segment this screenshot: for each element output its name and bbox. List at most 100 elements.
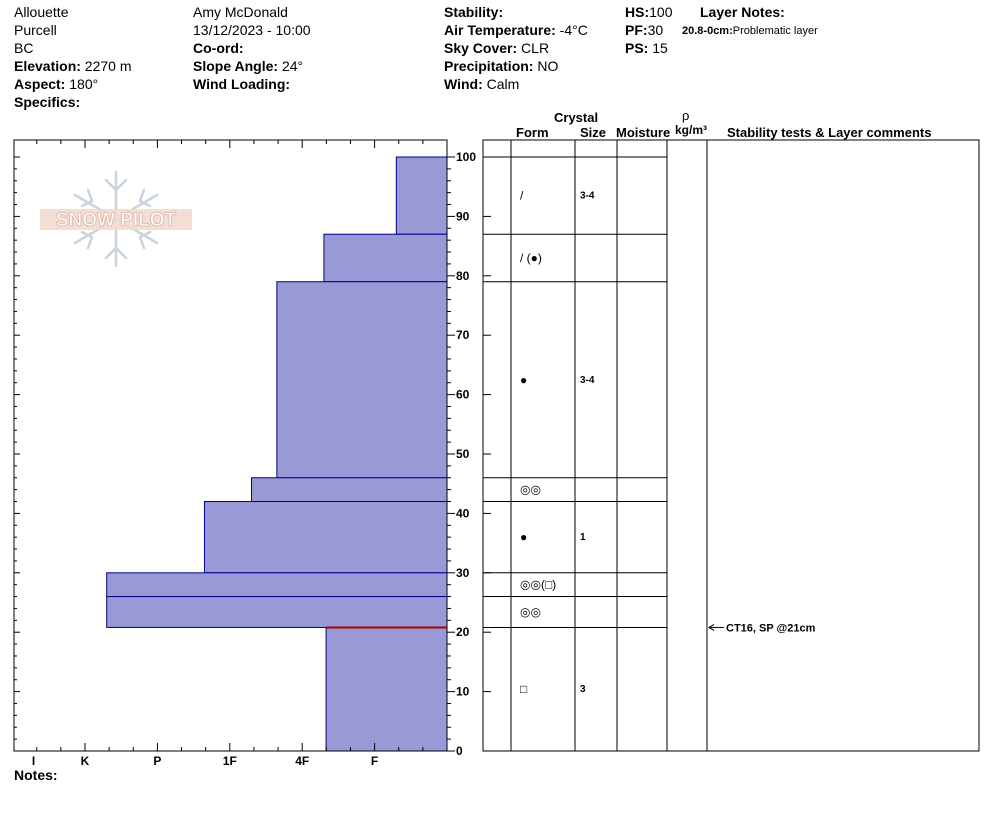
y-tick-label-70: 70 [456, 328, 470, 342]
sky-cover: Sky Cover: CLR [444, 39, 549, 57]
coord: Co-ord: [193, 39, 244, 57]
layer-note: 20.8-0cm:Problematic layer [682, 22, 818, 40]
grain-form-0: / [520, 189, 524, 203]
crystal-heading: Crystal [554, 110, 599, 125]
specifics: Specifics: [14, 93, 80, 111]
elevation-value: 2270 m [84, 58, 132, 74]
grain-size-0: 3-4 [580, 191, 595, 202]
grain-form-6: ◎◎ [520, 605, 541, 619]
grain-size-7: 3 [580, 684, 586, 695]
wind-value: Calm [486, 76, 520, 92]
y-tick-label-60: 60 [456, 388, 470, 402]
coord-label: Co-ord: [193, 40, 244, 56]
elevation: Elevation: 2270 m [14, 57, 132, 75]
grain-size-2: 3-4 [580, 375, 595, 386]
y-tick-label-80: 80 [456, 269, 470, 283]
stability: Stability: [444, 3, 503, 21]
precip-value: NO [537, 58, 559, 74]
x-tick-label-4F: 4F [295, 754, 309, 768]
pf-label: PF: [625, 22, 648, 38]
size-heading: Size [580, 125, 607, 140]
aspect: Aspect: 180° [14, 75, 98, 93]
grain-form-5: ◎◎(□) [520, 578, 556, 592]
density-unit-heading: kg/m³ [675, 123, 708, 137]
hs-label: HS: [625, 4, 650, 20]
precip-label: Precipitation: [444, 58, 534, 74]
hardness-bar-1 [323, 233, 448, 283]
aspect-value: 180° [69, 76, 99, 92]
stratigraphy-table: / 3-4 / (●) ● 3-4 ◎◎ ● 1 ◎◎(□) ◎◎ □ 3 CT16, SP @21cm [482, 139, 980, 752]
y-tick-label-10: 10 [456, 685, 470, 699]
pf-value: 30 [647, 22, 664, 38]
ps-value: 15 [652, 40, 668, 56]
rho-heading: ρ [682, 108, 690, 123]
x-tick-label-I: I [32, 754, 35, 768]
hs-value: 100 [649, 4, 673, 20]
y-tick-label-20: 20 [456, 625, 470, 639]
slope-angle: Slope Angle: 24° [193, 57, 303, 75]
observer: Amy McDonald [193, 4, 288, 20]
air-temperature: Air Temperature: -4°C [444, 21, 588, 39]
plot-frame [13, 139, 448, 752]
ps-label: PS: [625, 40, 649, 56]
air-temp-label: Air Temperature: [444, 22, 556, 38]
wind-loading-label: Wind Loading: [193, 76, 291, 92]
layer-note-range: 20.8-0cm: [682, 25, 733, 37]
grain-form-4: ● [520, 530, 527, 544]
layer-note-text: Problematic layer [732, 25, 818, 37]
sky-value: CLR [521, 40, 550, 56]
layer-notes: Layer Notes: [700, 3, 785, 21]
wind: Wind: Calm [444, 75, 519, 93]
elevation-label: Elevation: [14, 58, 81, 74]
y-tick-label-50: 50 [456, 447, 470, 461]
grain-size-4: 1 [580, 532, 586, 543]
precipitation: Precipitation: NO [444, 57, 558, 75]
specifics-label: Specifics: [14, 94, 81, 110]
pf: PF:30 [625, 21, 663, 39]
hardness-bar-4 [203, 501, 448, 574]
grain-form-7: □ [520, 682, 527, 696]
stability-arrow-head-0 [708, 624, 715, 631]
stability-heading: Stability tests & Layer comments [727, 125, 932, 140]
region: BC [14, 40, 34, 56]
stability-test-0: CT16, SP @21cm [726, 622, 816, 634]
strat-frame [482, 139, 980, 752]
y-tick-label-100: 100 [456, 150, 476, 164]
aspect-label: Aspect: [14, 76, 66, 92]
chart-axes: 0 10 20 30 40 50 60 70 80 90 100 I K P 1F 4F F [13, 139, 476, 768]
hardness-bar-7 [325, 626, 448, 752]
hardness-bar-2 [276, 281, 448, 479]
y-tick-label-40: 40 [456, 506, 470, 520]
layer-notes-label: Layer Notes: [700, 4, 785, 20]
logo-text: SNOW PILOT [56, 210, 177, 231]
hardness-bar-0 [395, 156, 448, 235]
hardness-bars [106, 156, 448, 752]
hardness-bar-5 [106, 572, 448, 598]
wind-label: Wind: [444, 76, 483, 92]
stability-label: Stability: [444, 4, 504, 20]
sky-label: Sky Cover: [444, 40, 518, 56]
slope-label: Slope Angle: [193, 58, 279, 74]
slope-value: 24° [281, 58, 304, 74]
moisture-heading: Moisture [616, 125, 671, 140]
x-tick-label-P: P [153, 754, 161, 768]
x-tick-label-K: K [81, 754, 90, 768]
notes-label: Notes: [14, 767, 58, 783]
y-tick-label-30: 30 [456, 566, 470, 580]
form-heading: Form [516, 125, 549, 140]
datetime: 13/12/2023 - 10:00 [193, 22, 311, 38]
grain-form-3: ◎◎ [520, 483, 541, 497]
hs: HS:100 [625, 3, 672, 21]
snowpilot-logo: SNOW PILOT [40, 170, 192, 268]
y-tick-label-90: 90 [456, 209, 470, 223]
range: Purcell [14, 22, 57, 38]
location: Allouette [14, 4, 69, 20]
hardness-bar-3 [251, 477, 448, 503]
ps: PS: 15 [625, 39, 668, 57]
hardness-bar-6 [106, 596, 448, 628]
wind-loading: Wind Loading: [193, 75, 290, 93]
y-tick-label-0: 0 [456, 744, 463, 758]
grain-form-1: / (●) [520, 251, 542, 265]
grain-form-2: ● [520, 373, 527, 387]
